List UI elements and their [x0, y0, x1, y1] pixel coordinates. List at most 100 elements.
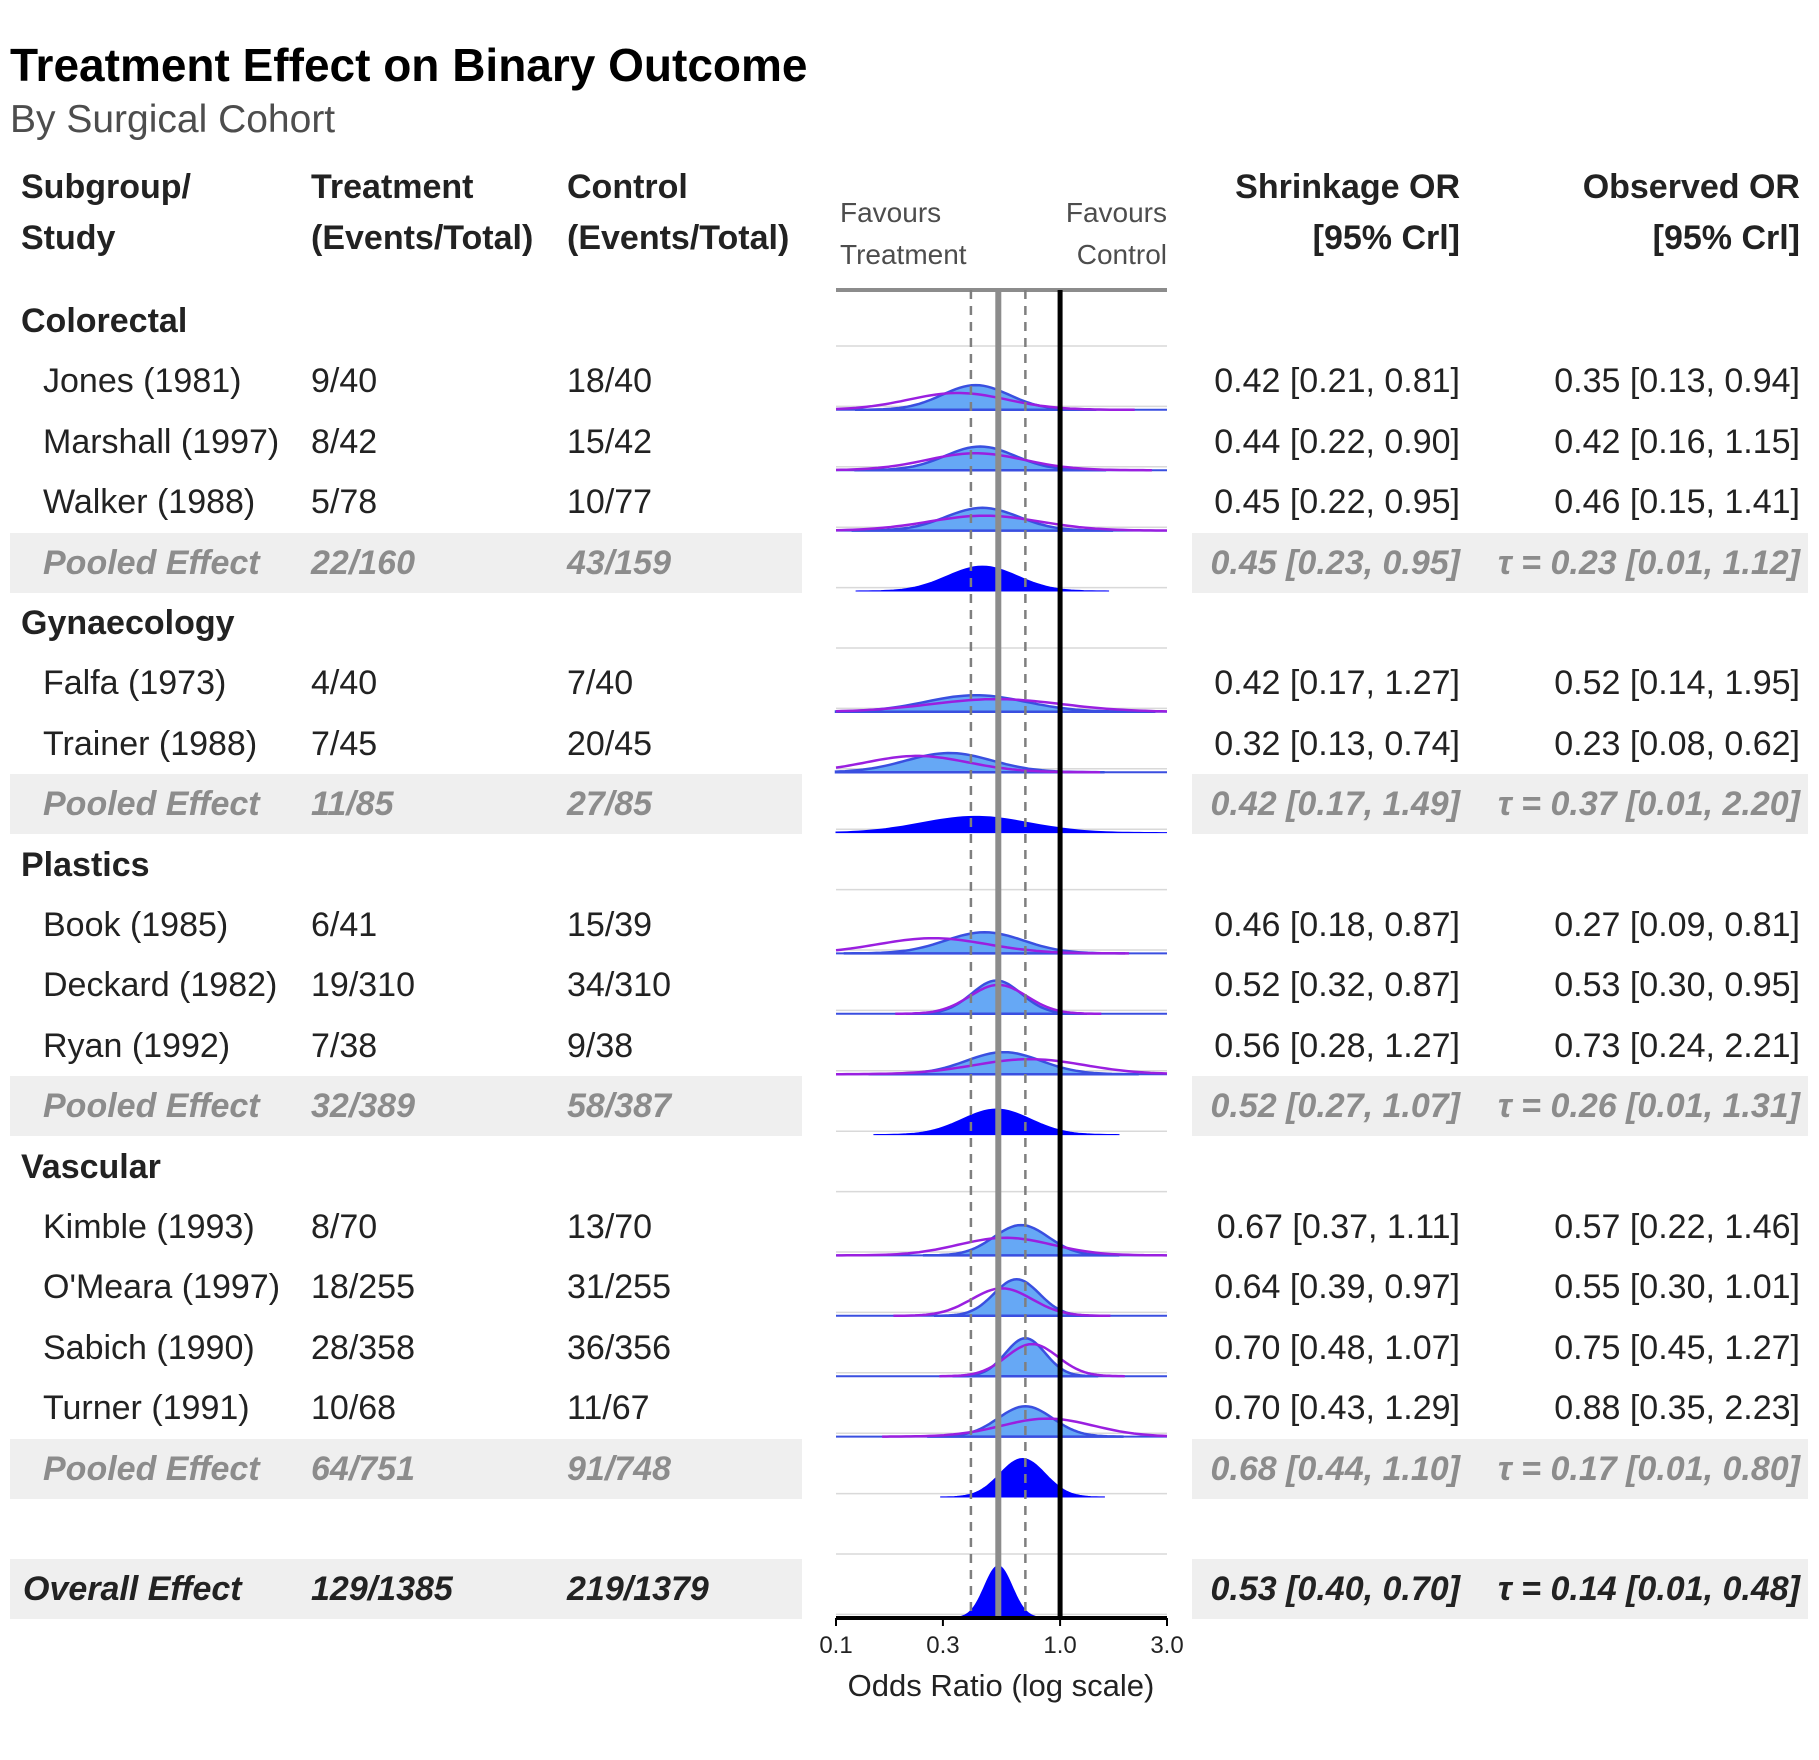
study-treatment: 4/40	[311, 664, 378, 703]
pooled-density	[835, 815, 1167, 834]
overall-shrinkage-or: 0.53 [0.40, 0.70]	[1210, 1570, 1460, 1609]
study-shrinkage-or: 0.67 [0.37, 1.11]	[1216, 1208, 1460, 1246]
study-label: Marshall (1997)	[43, 422, 280, 461]
favours-control-label: Favours Control	[1017, 192, 1167, 276]
header-treatment-line2: (Events/Total)	[311, 219, 534, 257]
study-label: Walker (1988)	[43, 483, 256, 522]
shrinkage-density	[922, 1223, 1120, 1257]
study-label: Trainer (1988)	[43, 724, 258, 763]
study-control: 31/255	[567, 1268, 671, 1307]
observed-density	[882, 1417, 1168, 1438]
header-subgroup: Subgroup/ Study	[21, 162, 191, 264]
study-shrinkage-or: 0.70 [0.43, 1.29]	[1214, 1389, 1460, 1428]
observed-density	[835, 452, 1152, 472]
study-control: 20/45	[567, 724, 653, 763]
study-shrinkage-or: 0.52 [0.32, 0.87]	[1214, 966, 1460, 1005]
header-observed-line1: Observed OR	[1582, 168, 1800, 206]
observed-density	[835, 754, 1101, 774]
row-shade-left	[10, 1438, 802, 1499]
favours-control-line1: Favours	[1065, 197, 1167, 228]
study-observed-or: 0.57 [0.22, 1.46]	[1554, 1208, 1800, 1246]
pooled-control: 43/159	[567, 543, 671, 582]
study-shrinkage-or: 0.70 [0.48, 1.07]	[1214, 1328, 1460, 1367]
shrinkage-density	[854, 445, 1107, 472]
shrinkage-density	[851, 506, 1114, 532]
group-label: Vascular	[21, 1147, 161, 1186]
study-control: 36/356	[567, 1328, 671, 1367]
pooled-treatment: 32/389	[311, 1087, 415, 1126]
study-observed-or: 0.52 [0.14, 1.95]	[1554, 664, 1800, 703]
study-observed-or: 0.75 [0.45, 1.27]	[1554, 1328, 1800, 1367]
overall-observed-or: τ = 0.14 [0.01, 0.48]	[1497, 1570, 1800, 1609]
group-label: Gynaecology	[21, 604, 235, 642]
study-shrinkage-or: 0.42 [0.21, 0.81]	[1214, 362, 1460, 401]
x-tick-label: 1.0	[1043, 1632, 1076, 1659]
observed-density	[835, 514, 1167, 532]
study-control: 15/39	[567, 906, 653, 944]
shrinkage-density	[933, 1277, 1100, 1318]
study-shrinkage-or: 0.42 [0.17, 1.27]	[1214, 664, 1460, 703]
pooled-treatment: 22/160	[311, 543, 415, 582]
x-tick-label: 3.0	[1150, 1632, 1183, 1659]
pooled-observed-or: τ = 0.17 [0.01, 0.80]	[1497, 1449, 1800, 1488]
study-treatment: 10/68	[311, 1389, 397, 1428]
header-control: Control (Events/Total)	[567, 162, 789, 264]
study-label: Ryan (1992)	[43, 1026, 231, 1065]
pooled-treatment: 64/751	[311, 1449, 415, 1488]
pooled-observed-or: τ = 0.37 [0.01, 2.20]	[1497, 785, 1800, 824]
pooled-shrinkage-or: 0.45 [0.23, 0.95]	[1210, 543, 1460, 582]
chart-subtitle: By Surgical Cohort	[10, 98, 336, 141]
header-control-line2: (Events/Total)	[567, 219, 790, 257]
study-observed-or: 0.88 [0.35, 2.23]	[1554, 1389, 1800, 1428]
x-axis-title: Odds Ratio (log scale)	[847, 1668, 1155, 1703]
group-label: Colorectal	[21, 302, 188, 340]
study-label: Sabich (1990)	[43, 1328, 255, 1367]
study-shrinkage-or: 0.45 [0.22, 0.95]	[1214, 483, 1460, 522]
header-subgroup-line1: Subgroup/	[21, 168, 191, 206]
study-control: 10/77	[567, 483, 653, 522]
study-label: Kimble (1993)	[43, 1208, 255, 1246]
study-observed-or: 0.53 [0.30, 0.95]	[1554, 966, 1800, 1005]
study-shrinkage-or: 0.56 [0.28, 1.27]	[1214, 1026, 1460, 1065]
header-observed-line2: [95% Crl]	[1652, 219, 1800, 257]
header-observed: Observed OR [95% Crl]	[1470, 162, 1800, 264]
study-treatment: 7/45	[311, 724, 378, 763]
study-label: Falfa (1973)	[43, 664, 227, 703]
x-tick-label: 0.3	[926, 1632, 959, 1659]
overall-treatment: 129/1385	[311, 1570, 453, 1609]
shrinkage-density	[952, 1336, 1099, 1378]
row-shade-right	[1192, 532, 1808, 593]
study-control: 11/67	[567, 1389, 650, 1428]
observed-density	[835, 697, 1168, 713]
pooled-label: Pooled Effect	[43, 1449, 260, 1488]
observed-density	[893, 1287, 1111, 1318]
study-treatment: 8/70	[311, 1208, 378, 1246]
favours-control-line2: Control	[1076, 239, 1167, 270]
pooled-shrinkage-or: 0.52 [0.27, 1.07]	[1210, 1087, 1460, 1126]
study-treatment: 5/78	[311, 483, 378, 522]
row-shade-left	[10, 532, 802, 593]
pooled-label: Pooled Effect	[43, 1087, 260, 1126]
row-shade-right	[1192, 774, 1808, 835]
study-shrinkage-or: 0.46 [0.18, 0.87]	[1214, 906, 1460, 944]
study-treatment: 8/42	[311, 422, 378, 461]
study-observed-or: 0.27 [0.09, 0.81]	[1554, 906, 1800, 944]
study-shrinkage-or: 0.44 [0.22, 0.90]	[1214, 422, 1460, 461]
study-control: 9/38	[567, 1026, 634, 1065]
pooled-treatment: 11/85	[311, 785, 394, 824]
study-label: Book (1985)	[43, 906, 229, 944]
header-shrinkage-line2: [95% Crl]	[1312, 219, 1460, 257]
study-treatment: 9/40	[311, 362, 378, 401]
study-shrinkage-or: 0.32 [0.13, 0.74]	[1214, 724, 1460, 763]
study-observed-or: 0.55 [0.30, 1.01]	[1554, 1268, 1800, 1307]
row-shade-right	[1192, 1559, 1808, 1620]
study-control: 7/40	[567, 664, 634, 703]
study-treatment: 28/358	[311, 1328, 415, 1367]
study-shrinkage-or: 0.64 [0.39, 0.97]	[1214, 1268, 1460, 1307]
header-control-line1: Control	[567, 168, 688, 206]
header-treatment-line1: Treatment	[311, 168, 474, 206]
pooled-label: Pooled Effect	[43, 785, 260, 824]
study-control: 13/70	[567, 1208, 653, 1246]
pooled-shrinkage-or: 0.42 [0.17, 1.49]	[1210, 785, 1460, 824]
